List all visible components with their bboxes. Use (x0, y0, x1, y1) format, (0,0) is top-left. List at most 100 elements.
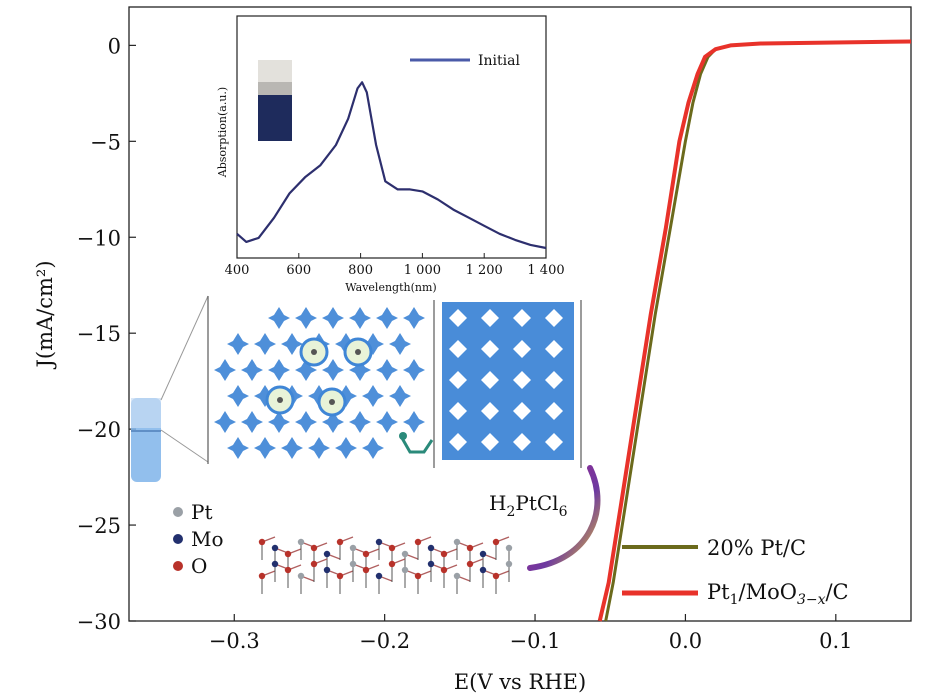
y-tick-label: −30 (77, 610, 121, 634)
atom (349, 544, 357, 552)
framework-void (449, 309, 467, 327)
atom (323, 566, 331, 574)
framework-unit (403, 359, 425, 381)
atom (258, 572, 266, 580)
atom (388, 544, 396, 552)
framework-unit (389, 333, 411, 355)
inset-curve (236, 81, 547, 250)
framework-unit (349, 307, 371, 329)
y-tick-label: 0 (108, 34, 121, 58)
inset-x-tick-label: 600 (286, 263, 311, 278)
framework-void (545, 340, 563, 358)
atom (440, 550, 448, 558)
framework-void (545, 371, 563, 389)
atom (284, 566, 292, 574)
legend-label-pt-c: 20% Pt/C (707, 536, 806, 560)
framework-void (449, 433, 467, 451)
framework-unit (241, 359, 263, 381)
y-tick-label: −25 (77, 514, 121, 538)
framework-void (449, 371, 467, 389)
framework-unit (349, 411, 371, 433)
atom-label: Mo (191, 527, 224, 551)
framework-void (513, 402, 531, 420)
inset-series-line (236, 81, 547, 250)
framework-unit (376, 411, 398, 433)
x-tick-label: −0.3 (209, 629, 260, 653)
framework-unit (362, 333, 384, 355)
atom (375, 572, 383, 580)
framework-unit (322, 359, 344, 381)
framework-unit (322, 411, 344, 433)
atom (297, 572, 305, 580)
framework-guest (277, 397, 283, 403)
framework-void (481, 340, 499, 358)
framework-unit (227, 385, 249, 407)
framework-unit (214, 359, 236, 381)
x-axis-label: E(V vs RHE) (454, 670, 586, 694)
atom-label: O (191, 554, 207, 578)
atom (427, 560, 435, 568)
atom (466, 544, 474, 552)
inset-chart: 400 600 800 1 000 1 200 1 400 Wavelength(nm) … (216, 15, 565, 294)
atom (479, 566, 487, 574)
framework-unit (403, 307, 425, 329)
atom (427, 544, 435, 552)
framework-unit (295, 359, 317, 381)
y-tick-label: −10 (77, 226, 121, 250)
framework-void (513, 340, 531, 358)
atom (401, 566, 409, 574)
zoom-line (160, 295, 209, 401)
vial-icon (131, 398, 161, 482)
framework-void (545, 402, 563, 420)
framework-void (513, 433, 531, 451)
atom (492, 572, 500, 580)
x-tick-label: 0.0 (669, 629, 702, 653)
inset-x-tick-label: 1 400 (527, 263, 564, 278)
framework-guest (311, 349, 317, 355)
atom (336, 572, 344, 580)
x-tick-label: −0.1 (510, 629, 561, 653)
atom (362, 566, 370, 574)
framework-unit (214, 411, 236, 433)
framework-hexagonal (214, 307, 425, 459)
framework-unit (308, 437, 330, 459)
framework-void (449, 340, 467, 358)
framework-void (449, 402, 467, 420)
atom (310, 544, 318, 552)
inset-legend-label: Initial (478, 53, 520, 69)
framework-void (545, 433, 563, 451)
atom (414, 572, 422, 580)
framework-cubic (442, 302, 574, 460)
reaction-arrow (527, 465, 601, 571)
framework-unit (376, 359, 398, 381)
atom (323, 550, 331, 558)
atom (414, 538, 422, 546)
framework-void (545, 309, 563, 327)
framework-unit (389, 385, 411, 407)
zoom-line (160, 429, 209, 463)
main-axis-ticks: −0.3 −0.2 −0.1 0.0 0.1 0 −5 −10 −15 −20 −25 −30 (77, 34, 853, 653)
atom (505, 544, 513, 552)
ball-and-stick-structure (258, 536, 513, 594)
cuvette-icon (258, 60, 292, 141)
atom (258, 538, 266, 546)
atom (453, 572, 461, 580)
legend-label-pt1: Pt1/MoO3−x/C (707, 580, 849, 608)
atom (336, 538, 344, 546)
inset-y-label: Absorption(a.u.) (216, 87, 229, 178)
framework-unit (295, 411, 317, 433)
precursor-label: H2PtCl6 (489, 491, 568, 520)
y-tick-label: −20 (77, 418, 121, 442)
framework-unit (362, 437, 384, 459)
atom (440, 566, 448, 574)
x-tick-label: 0.1 (819, 629, 852, 653)
molecule-icon (400, 437, 434, 454)
framework-unit (227, 333, 249, 355)
framework-unit (349, 359, 371, 381)
framework-unit (362, 385, 384, 407)
atom (362, 550, 370, 558)
atom (466, 560, 474, 568)
atom-swatch (173, 534, 183, 544)
atom (479, 550, 487, 558)
inset-x-tick-label: 800 (348, 263, 373, 278)
